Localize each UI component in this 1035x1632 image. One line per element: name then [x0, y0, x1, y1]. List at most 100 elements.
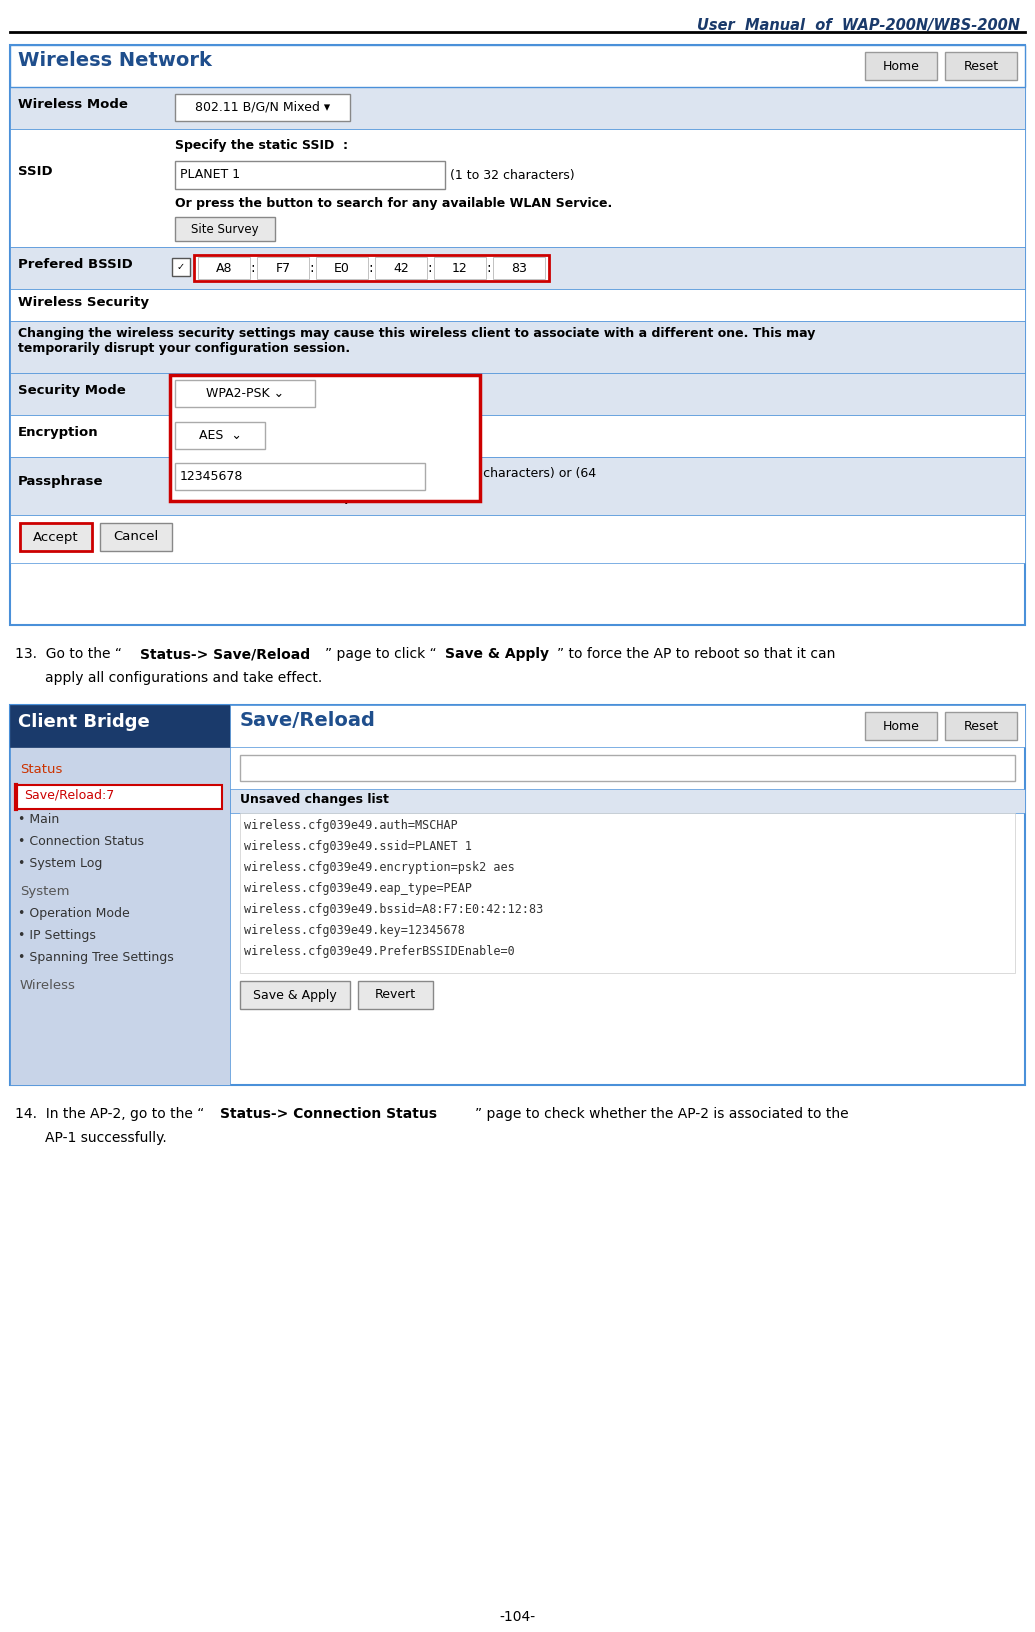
Text: Cancel: Cancel	[114, 530, 158, 543]
Text: PLANET 1: PLANET 1	[180, 168, 240, 181]
Text: wireless.cfg039e49.PreferBSSIDEnable=0: wireless.cfg039e49.PreferBSSIDEnable=0	[244, 945, 514, 958]
Text: • Spanning Tree Settings: • Spanning Tree Settings	[18, 951, 174, 965]
FancyBboxPatch shape	[16, 785, 221, 809]
Text: (8 to 63 characters) or (64: (8 to 63 characters) or (64	[430, 467, 596, 480]
Text: Passphrase: Passphrase	[18, 475, 104, 488]
Text: User  Manual  of  WAP-200N/WBS-200N: User Manual of WAP-200N/WBS-200N	[697, 18, 1021, 33]
FancyBboxPatch shape	[257, 256, 309, 279]
FancyBboxPatch shape	[170, 375, 480, 501]
Text: 12345678: 12345678	[180, 470, 243, 483]
FancyBboxPatch shape	[20, 522, 92, 552]
Text: Revert: Revert	[375, 989, 416, 1002]
Text: ” page to click “: ” page to click “	[325, 646, 437, 661]
FancyBboxPatch shape	[434, 256, 486, 279]
Text: ” to force the AP to reboot so that it can: ” to force the AP to reboot so that it c…	[557, 646, 835, 661]
Text: 14.  In the AP-2, go to the “: 14. In the AP-2, go to the “	[14, 1106, 204, 1121]
Text: • Operation Mode: • Operation Mode	[18, 907, 129, 920]
FancyBboxPatch shape	[316, 256, 368, 279]
Text: WPA2-PSK ⌄: WPA2-PSK ⌄	[206, 387, 284, 400]
FancyBboxPatch shape	[10, 705, 230, 747]
Text: Site Survey: Site Survey	[191, 222, 259, 235]
Text: apply all configurations and take effect.: apply all configurations and take effect…	[45, 671, 322, 685]
FancyBboxPatch shape	[10, 129, 1025, 246]
FancyBboxPatch shape	[240, 813, 1015, 973]
Text: Home: Home	[883, 720, 919, 733]
Text: E0: E0	[334, 263, 350, 276]
Text: Save & Apply: Save & Apply	[254, 989, 336, 1002]
Text: :: :	[427, 261, 433, 276]
FancyBboxPatch shape	[230, 788, 1025, 813]
Text: Reset: Reset	[964, 59, 999, 72]
FancyBboxPatch shape	[945, 52, 1017, 80]
Text: Security Mode: Security Mode	[18, 384, 125, 397]
Text: Wireless: Wireless	[20, 979, 76, 992]
Text: Status-> Save/Reload: Status-> Save/Reload	[140, 646, 310, 661]
Text: ” page to check whether the AP-2 is associated to the: ” page to check whether the AP-2 is asso…	[475, 1106, 849, 1121]
Text: wireless.cfg039e49.encryption=psk2 aes: wireless.cfg039e49.encryption=psk2 aes	[244, 862, 514, 875]
FancyBboxPatch shape	[10, 86, 1025, 129]
FancyBboxPatch shape	[865, 52, 937, 80]
Text: SSID: SSID	[18, 165, 53, 178]
FancyBboxPatch shape	[10, 46, 1025, 86]
FancyBboxPatch shape	[10, 705, 1025, 1085]
Text: wireless.cfg039e49.auth=MSCHAP: wireless.cfg039e49.auth=MSCHAP	[244, 819, 457, 832]
FancyBboxPatch shape	[175, 162, 445, 189]
Text: wireless.cfg039e49.ssid=PLANET 1: wireless.cfg039e49.ssid=PLANET 1	[244, 840, 472, 854]
Text: wireless.cfg039e49.eap_type=PEAP: wireless.cfg039e49.eap_type=PEAP	[244, 881, 472, 894]
Text: Save/Reload:7: Save/Reload:7	[24, 788, 114, 801]
Text: ✓: ✓	[177, 263, 185, 273]
Text: (1 to 32 characters): (1 to 32 characters)	[450, 170, 574, 183]
FancyBboxPatch shape	[175, 463, 425, 490]
Text: Client Bridge: Client Bridge	[18, 713, 150, 731]
FancyBboxPatch shape	[493, 256, 545, 279]
Text: • System Log: • System Log	[18, 857, 102, 870]
Text: wireless.cfg039e49.key=12345678: wireless.cfg039e49.key=12345678	[244, 924, 465, 937]
FancyBboxPatch shape	[10, 457, 1025, 516]
FancyBboxPatch shape	[10, 705, 230, 1085]
Text: Status: Status	[20, 764, 62, 775]
FancyBboxPatch shape	[10, 46, 1025, 625]
Text: 42: 42	[393, 263, 409, 276]
Text: Home: Home	[883, 59, 919, 72]
Text: Changing the wireless security settings may cause this wireless client to associ: Changing the wireless security settings …	[18, 326, 816, 356]
FancyBboxPatch shape	[240, 981, 350, 1009]
FancyBboxPatch shape	[175, 217, 275, 242]
FancyBboxPatch shape	[194, 255, 549, 281]
FancyBboxPatch shape	[10, 322, 1025, 374]
Text: AES  ⌄: AES ⌄	[199, 429, 241, 442]
Text: System: System	[20, 885, 69, 898]
FancyBboxPatch shape	[175, 95, 350, 121]
FancyBboxPatch shape	[358, 981, 433, 1009]
Text: wireless.cfg039e49.bssid=A8:F7:E0:42:12:83: wireless.cfg039e49.bssid=A8:F7:E0:42:12:…	[244, 902, 543, 916]
Text: Accept: Accept	[33, 530, 79, 543]
Text: Wireless Security: Wireless Security	[18, 295, 149, 308]
Text: AP-1 successfully.: AP-1 successfully.	[45, 1131, 167, 1146]
Text: :: :	[486, 261, 492, 276]
FancyBboxPatch shape	[175, 380, 315, 406]
Text: Wireless Mode: Wireless Mode	[18, 98, 128, 111]
Text: Unsaved changes list: Unsaved changes list	[240, 793, 389, 806]
Text: :: :	[368, 261, 374, 276]
FancyBboxPatch shape	[865, 712, 937, 739]
Text: 13.  Go to the “: 13. Go to the “	[14, 646, 122, 661]
Text: Specify the static SSID  :: Specify the static SSID :	[175, 139, 348, 152]
Text: Save & Apply: Save & Apply	[445, 646, 549, 661]
Text: 12: 12	[452, 263, 468, 276]
FancyBboxPatch shape	[10, 246, 1025, 289]
Text: • IP Settings: • IP Settings	[18, 929, 96, 942]
Text: F7: F7	[275, 263, 291, 276]
FancyBboxPatch shape	[100, 522, 172, 552]
Text: • Connection Status: • Connection Status	[18, 836, 144, 849]
FancyBboxPatch shape	[175, 423, 265, 449]
Text: Wireless Network: Wireless Network	[18, 51, 212, 70]
Text: Reset: Reset	[964, 720, 999, 733]
FancyBboxPatch shape	[172, 258, 190, 276]
FancyBboxPatch shape	[230, 705, 1025, 747]
Text: Encryption: Encryption	[18, 426, 98, 439]
FancyBboxPatch shape	[375, 256, 427, 279]
Text: • Main: • Main	[18, 813, 59, 826]
Text: A8: A8	[215, 263, 232, 276]
Text: Status-> Connection Status: Status-> Connection Status	[220, 1106, 437, 1121]
FancyBboxPatch shape	[10, 374, 1025, 415]
FancyBboxPatch shape	[240, 756, 1015, 782]
